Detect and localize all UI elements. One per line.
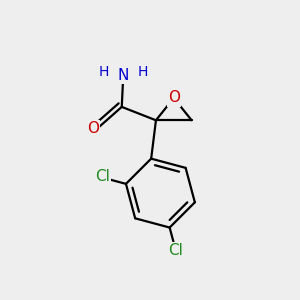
Text: O: O <box>87 121 99 136</box>
Text: Cl: Cl <box>95 169 110 184</box>
Text: Cl: Cl <box>168 243 183 258</box>
Text: H: H <box>137 65 148 79</box>
Text: N: N <box>118 68 129 83</box>
Text: O: O <box>168 91 180 106</box>
Text: H: H <box>99 65 109 79</box>
